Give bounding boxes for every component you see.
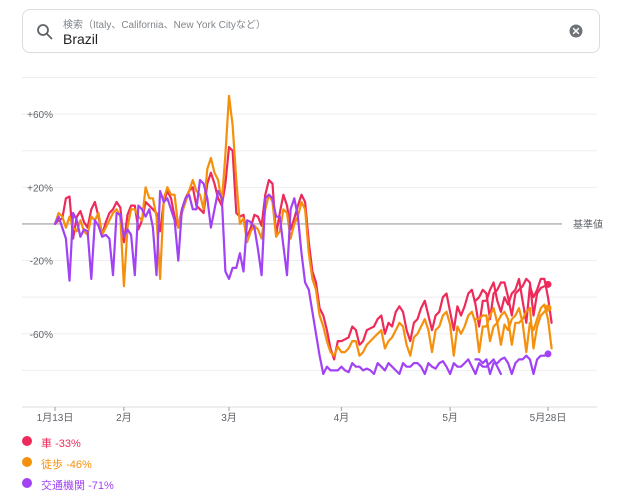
x-tick-label: 5月	[442, 412, 458, 424]
search-icon	[37, 24, 53, 40]
legend-value-walking: -46%	[66, 459, 92, 471]
x-tick-label: 4月	[334, 412, 350, 424]
x-tick-label: 3月	[221, 412, 237, 424]
legend-value-transit: -71%	[88, 480, 114, 492]
series-line-2-segment-1	[474, 352, 550, 376]
legend-value-car: -33%	[55, 438, 81, 450]
x-tick-label: 2月	[116, 412, 132, 424]
search-input[interactable]	[63, 30, 543, 48]
series-end-point-1	[544, 304, 552, 312]
x-tick-label: 5月28日	[530, 412, 567, 424]
baseline-label: 基準値	[573, 218, 603, 231]
legend-label-car: 車	[41, 438, 52, 450]
series-line-2-segment-0	[53, 178, 502, 376]
x-tick-label: 1月13日	[37, 412, 74, 424]
mobility-chart: 基準値 +60% +20% -20% -60% 1月13日 2月 3月 4月 5月 5月28日	[22, 76, 603, 424]
series-line-1-segment-1	[474, 307, 550, 350]
legend-label-transit: 交通機関	[41, 480, 85, 492]
legend-dot-walking	[22, 457, 32, 467]
search-box[interactable]: 検索（Italy、California、New York Cityなど）	[22, 9, 600, 53]
y-tick-label: -60%	[30, 330, 53, 341]
series-end-point-2	[544, 350, 552, 358]
search-label: 検索（Italy、California、New York Cityなど）	[63, 20, 266, 31]
y-tick-label: -20%	[30, 257, 53, 268]
clear-search-icon[interactable]	[569, 24, 583, 38]
legend-label-walking: 徒歩	[41, 459, 63, 471]
chart-grid	[22, 76, 597, 371]
series-line-0-segment-1	[474, 277, 550, 321]
chart-axes: 基準値 +60% +20% -20% -60% 1月13日 2月 3月 4月 5月 5月28日	[22, 110, 603, 424]
legend-dot-car	[22, 436, 32, 446]
series-end-point-0	[544, 280, 552, 288]
chart-series	[53, 94, 553, 376]
y-tick-label: +60%	[27, 110, 53, 121]
y-tick-label: +20%	[27, 183, 53, 194]
legend-dot-transit	[22, 478, 32, 488]
